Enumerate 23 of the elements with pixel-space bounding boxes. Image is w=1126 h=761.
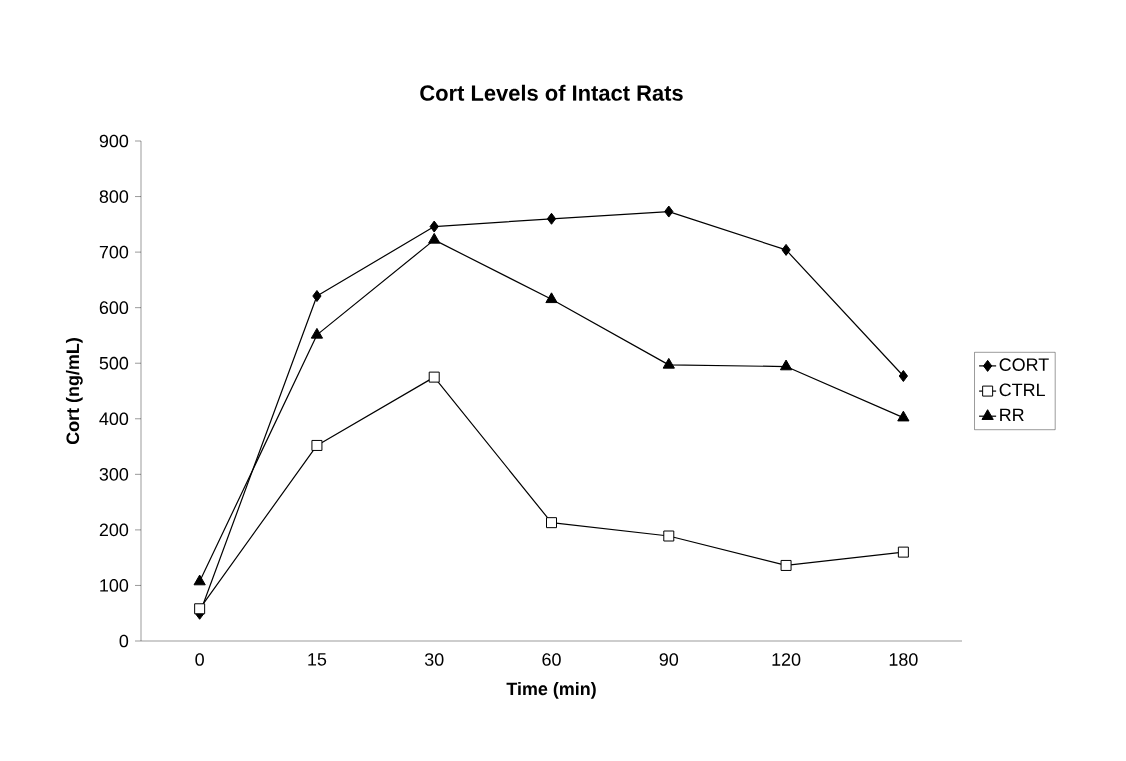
y-tick-label: 100 — [100, 579, 129, 592]
y-tick-label: 700 — [99, 245, 129, 259]
x-tick-label: 0 — [195, 653, 204, 666]
y-tick-label: 0 — [119, 634, 129, 648]
legend-label: RR — [1000, 408, 1024, 422]
x-tick-label: 30 — [424, 653, 444, 666]
legend-label: CORT — [999, 358, 1049, 371]
y-axis-title: Cort (ng/mL) — [65, 338, 83, 445]
chart-title: Cort Levels of Intact Rats — [420, 84, 683, 101]
y-tick-label: 800 — [99, 190, 129, 203]
y-tick-label: 200 — [99, 523, 129, 537]
x-tick-label: 180 — [889, 653, 918, 666]
x-tick-label: 120 — [772, 653, 801, 666]
legend-label: CTRL — [999, 383, 1045, 397]
x-tick-label: 60 — [542, 653, 561, 666]
x-axis-title: Time (min) — [506, 682, 596, 699]
y-tick-label: 900 — [99, 134, 129, 148]
x-tick-label: 90 — [659, 653, 679, 666]
x-tick-label: 15 — [308, 653, 327, 666]
y-tick-label: 300 — [99, 467, 129, 481]
y-tick-label: 600 — [99, 301, 129, 315]
y-tick-label: 400 — [99, 412, 129, 426]
y-tick-label: 500 — [99, 356, 129, 370]
